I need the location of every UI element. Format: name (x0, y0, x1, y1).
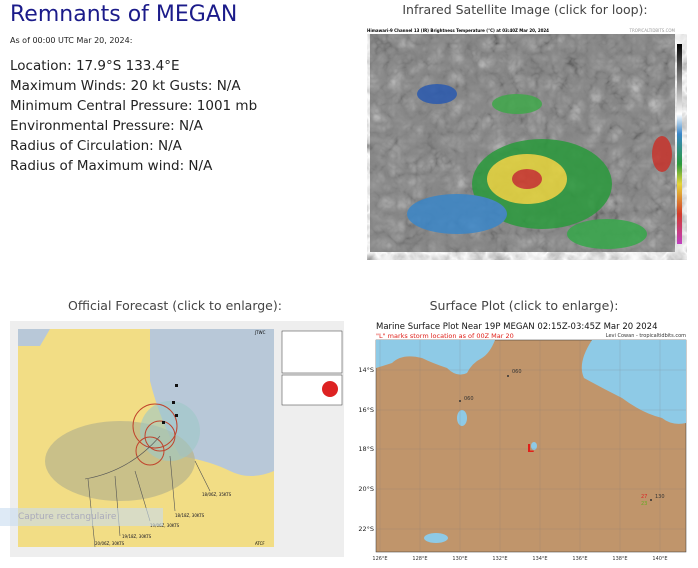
radius-circulation: Radius of Circulation: N/A (10, 138, 182, 154)
atcf-label: ATCF (255, 541, 265, 546)
surface-title: Marine Surface Plot Near 19P MEGAN 02:15… (376, 322, 658, 332)
lat-label: 22°S (358, 525, 374, 533)
satellite-image-title: Himawari-9 Channel 13 (IR) Brightness Te… (367, 28, 549, 33)
satellite-image (370, 34, 682, 252)
surface-subtitle: "L" marks storm location as of 00Z Mar 2… (376, 332, 514, 340)
lon-label: 138°E (612, 556, 627, 562)
station-label: 27 (641, 494, 647, 500)
as-of-timestamp: As of 00:00 UTC Mar 20, 2024: (10, 36, 133, 45)
lon-label: 136°E (572, 556, 587, 562)
lat-label: 14°S (358, 366, 374, 374)
satellite-heading: Infrared Satellite Image (click for loop… (402, 2, 648, 17)
station-label: 130 (655, 494, 665, 500)
radius-max-wind: Radius of Maximum wind: N/A (10, 158, 213, 174)
satellite-image-link[interactable]: Himawari-9 Channel 13 (IR) Brightness Te… (367, 28, 687, 254)
location: Location: 17.9°S 133.4°E (10, 58, 180, 74)
satellite-credit: TROPICALTIDBITS.COM (629, 28, 675, 33)
lat-label: 18°S (358, 445, 374, 453)
env-pressure: Environmental Pressure: N/A (10, 118, 203, 134)
lon-label: 132°E (492, 556, 507, 562)
capture-overlay: Capture rectangulaire (0, 508, 163, 526)
lat-label: 20°S (358, 485, 374, 493)
min-pressure: Minimum Central Pressure: 1001 mb (10, 98, 258, 114)
forecast-heading: Official Forecast (click to enlarge): (68, 298, 282, 313)
max-winds: Maximum Winds: 20 kt Gusts: N/A (10, 78, 241, 94)
forecast-label: 20/06Z, 30KTS (95, 541, 125, 546)
lon-label: 140°E (652, 556, 667, 562)
surface-heading: Surface Plot (click to enlarge): (429, 298, 619, 313)
lat-label: 16°S (358, 406, 374, 414)
lon-label: 126°E (372, 556, 387, 562)
station-label: 060 (512, 369, 522, 375)
agency-label: JTWC (254, 330, 266, 335)
forecast-label: 18/06Z, 35KTS (202, 492, 232, 497)
storm-location-marker: L (527, 442, 534, 455)
forecast-label: 18/18Z, 30KTS (175, 513, 205, 518)
surface-plot-link[interactable]: Marine Surface Plot Near 19P MEGAN 02:15… (358, 318, 690, 564)
surface-credit: Levi Cowan - tropicaltidbits.com (605, 333, 686, 339)
lon-label: 134°E (532, 556, 547, 562)
forecast-label: 19/18Z, 30KTS (122, 534, 152, 539)
station-label: 23 (641, 501, 647, 507)
station-label: 060 (464, 396, 474, 402)
page-title: Remnants of MEGAN (10, 2, 238, 27)
lon-label: 128°E (412, 556, 427, 562)
colorbar (677, 44, 682, 244)
surface-map: 14°S 16°S 18°S 20°S 22°S 126°E 128°E 130°E 132°… (358, 339, 687, 562)
lon-label: 130°E (452, 556, 467, 562)
forecast-label: 19/06Z, 30KTS (150, 523, 180, 528)
